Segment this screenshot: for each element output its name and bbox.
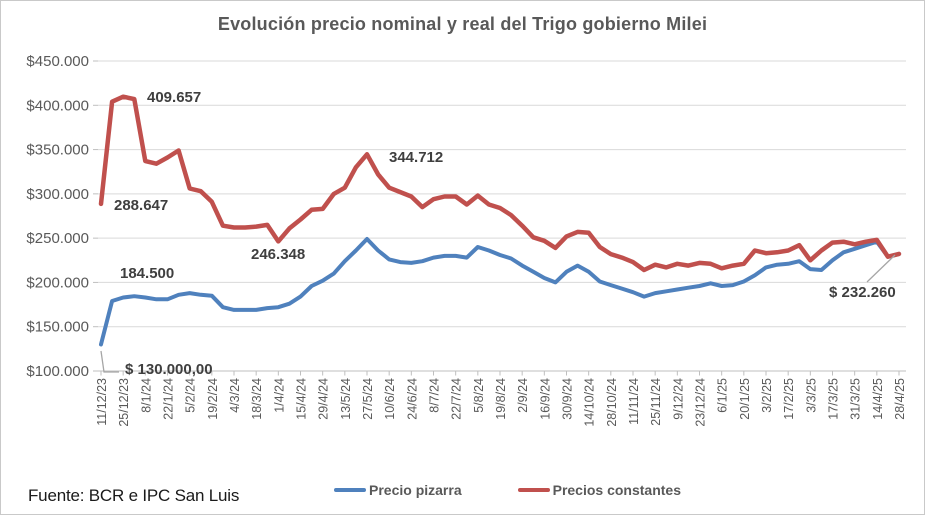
x-axis-tick-label: 6/1/25 (716, 378, 730, 413)
x-axis-tick-label: 23/12/24 (694, 378, 708, 427)
x-axis-tick-label: 16/9/24 (538, 378, 552, 420)
legend-item-precio-pizarra: Precio pizarra (334, 482, 462, 498)
annotation-pico-inicial-constantes: 409.657 (147, 89, 202, 106)
x-axis-tick-label: 13/5/24 (339, 378, 353, 420)
x-axis-tick-label: 14/4/25 (871, 378, 885, 420)
x-axis-tick-label: 24/6/24 (405, 378, 419, 420)
annotation-inicio-pizarra: $ 130.000,00 (125, 361, 213, 378)
x-axis-tick-label: 28/10/24 (605, 378, 619, 427)
chart-legend: Precio pizarra Precios constantes (46, 482, 924, 498)
x-axis-tick-label: 19/8/24 (494, 378, 508, 420)
series-line-precios-constantes (98, 94, 902, 273)
annotation-leader-valor-final (866, 254, 896, 283)
annotation-valor-final: $ 232.260 (829, 284, 896, 301)
legend-label-precio-pizarra: Precio pizarra (369, 482, 462, 498)
x-axis-tick-label: 15/4/24 (295, 378, 309, 420)
x-axis-tick-label: 5/2/24 (184, 378, 198, 413)
annotation-pico-mayo-constantes: 344.712 (389, 149, 444, 166)
y-axis-tick-label: $450.000 (26, 53, 89, 70)
x-axis-tick-label: 5/8/24 (472, 378, 486, 413)
x-axis-tick-label: 18/3/24 (250, 378, 264, 420)
chart-title: Evolución precio nominal y real del Trig… (217, 14, 708, 34)
x-axis-tick-label: 25/11/24 (649, 378, 663, 426)
x-axis-tick-label: 29/4/24 (317, 378, 331, 420)
x-axis-tick-label: 3/3/25 (804, 378, 818, 413)
x-axis-tick-label: 22/1/24 (162, 378, 176, 420)
x-axis-tick-label: 8/7/24 (428, 378, 442, 413)
x-axis-tick-label: 9/12/24 (671, 378, 685, 420)
y-axis-tick-label: $400.000 (26, 97, 89, 114)
x-axis-tick-label: 28/4/25 (893, 378, 907, 420)
x-axis-tick-label: 11/12/23 (95, 378, 109, 426)
x-axis-tick-label: 19/2/24 (206, 378, 220, 420)
x-axis-tick-label: 4/3/24 (228, 378, 242, 413)
annotation-pico-inicial-pizarra: 184.500 (120, 265, 175, 282)
x-axis-tick-label: 31/3/25 (849, 378, 863, 420)
y-axis-tick-label: $100.000 (26, 363, 89, 380)
legend-line-swatch-pizarra (334, 487, 366, 493)
annotation-inicio-constantes: 288.647 (114, 197, 169, 214)
annotation-leader-inicio-pizarra (100, 350, 119, 373)
annotation-minimo-constantes: 246.348 (251, 246, 306, 263)
y-axis-tick-label: $300.000 (26, 186, 89, 203)
x-axis-tick-label: 20/1/25 (738, 378, 752, 420)
x-axis-tick-label: 11/11/24 (627, 378, 641, 425)
source-caption: Fuente: BCR e IPC San Luis (28, 486, 240, 505)
legend-label-precios-constantes: Precios constantes (552, 482, 681, 498)
x-axis-tick-label: 1/4/24 (272, 378, 286, 413)
y-axis-tick-label: $250.000 (26, 230, 89, 247)
legend-line-swatch-constantes (517, 487, 550, 493)
x-axis-tick-label: 22/7/24 (450, 378, 464, 420)
series-line-precio-pizarra (99, 237, 901, 347)
x-axis-tick-label: 3/2/25 (760, 378, 774, 413)
y-axis-tick-label: $150.000 (26, 319, 89, 336)
y-axis-tick-label: $200.000 (26, 274, 89, 291)
x-axis-tick-label: 2/9/24 (516, 378, 530, 413)
legend-item-precios-constantes: Precios constantes (517, 482, 681, 498)
x-axis-tick-label: 25/12/23 (117, 378, 131, 427)
y-axis-tick-label: $350.000 (26, 142, 89, 159)
x-axis-tick-label: 10/6/24 (383, 378, 397, 420)
x-axis-tick-label: 17/3/25 (827, 378, 841, 420)
x-axis-tick-label: 27/5/24 (361, 378, 375, 420)
x-axis-tick-label: 17/2/25 (782, 378, 796, 420)
x-axis-tick-label: 8/1/24 (139, 378, 153, 413)
x-axis-tick-label: 14/10/24 (583, 378, 597, 427)
x-axis-tick-label: 30/9/24 (561, 378, 575, 420)
